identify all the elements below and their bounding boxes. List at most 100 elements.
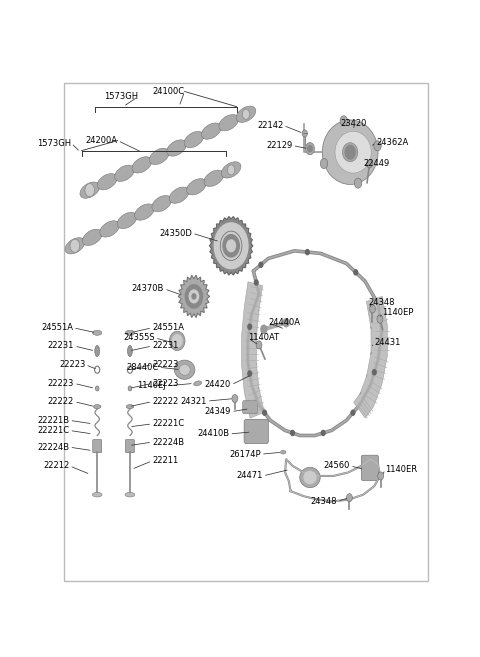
Text: 24551A: 24551A xyxy=(41,323,73,332)
Text: 22231: 22231 xyxy=(152,342,179,350)
Text: 22223: 22223 xyxy=(48,379,74,388)
Ellipse shape xyxy=(169,331,185,350)
Text: 24348: 24348 xyxy=(311,497,337,506)
Text: 24410B: 24410B xyxy=(197,430,229,438)
Circle shape xyxy=(256,341,262,349)
Circle shape xyxy=(347,493,352,502)
Text: 1573GH: 1573GH xyxy=(104,92,138,101)
Ellipse shape xyxy=(187,179,206,195)
Polygon shape xyxy=(210,217,252,275)
Text: 22224B: 22224B xyxy=(152,438,184,447)
Circle shape xyxy=(320,158,328,169)
Circle shape xyxy=(185,284,203,308)
Text: 24200A: 24200A xyxy=(85,136,118,145)
Ellipse shape xyxy=(343,143,358,162)
Circle shape xyxy=(306,143,314,155)
Text: 24100C: 24100C xyxy=(153,87,185,96)
Circle shape xyxy=(367,160,372,168)
Circle shape xyxy=(228,165,235,175)
FancyBboxPatch shape xyxy=(93,440,102,453)
Ellipse shape xyxy=(97,173,117,190)
Ellipse shape xyxy=(65,238,84,254)
Circle shape xyxy=(372,370,376,374)
Text: 22224B: 22224B xyxy=(37,443,69,451)
Ellipse shape xyxy=(125,492,135,497)
Ellipse shape xyxy=(100,221,120,237)
Ellipse shape xyxy=(300,467,320,487)
FancyBboxPatch shape xyxy=(243,401,258,414)
Ellipse shape xyxy=(132,156,152,173)
Text: 22221B: 22221B xyxy=(37,416,69,425)
Ellipse shape xyxy=(184,131,204,148)
Text: 24321: 24321 xyxy=(180,397,207,405)
Text: 22142: 22142 xyxy=(257,121,283,130)
Ellipse shape xyxy=(172,335,182,347)
Circle shape xyxy=(374,141,381,151)
Ellipse shape xyxy=(115,165,134,181)
Text: 24350D: 24350D xyxy=(159,229,192,238)
Ellipse shape xyxy=(179,364,190,375)
Circle shape xyxy=(340,116,348,126)
FancyBboxPatch shape xyxy=(125,440,134,453)
Circle shape xyxy=(370,305,375,313)
Circle shape xyxy=(70,239,80,252)
Circle shape xyxy=(305,250,309,255)
Text: 1140EJ: 1140EJ xyxy=(137,382,166,390)
Ellipse shape xyxy=(335,131,371,173)
Ellipse shape xyxy=(280,451,286,454)
Circle shape xyxy=(351,410,355,415)
Ellipse shape xyxy=(236,106,256,122)
Circle shape xyxy=(85,183,95,196)
Text: 22211: 22211 xyxy=(152,457,179,465)
Ellipse shape xyxy=(93,330,102,335)
Circle shape xyxy=(248,371,252,376)
Text: 1573GH: 1573GH xyxy=(37,139,71,148)
Text: 22449: 22449 xyxy=(363,160,389,168)
Ellipse shape xyxy=(125,330,134,335)
Polygon shape xyxy=(354,296,387,418)
Circle shape xyxy=(263,410,266,415)
Text: 22222: 22222 xyxy=(48,397,74,406)
Text: 22222: 22222 xyxy=(152,397,179,406)
FancyBboxPatch shape xyxy=(244,419,268,443)
Text: 24348: 24348 xyxy=(369,298,395,307)
Circle shape xyxy=(248,324,252,329)
Circle shape xyxy=(242,109,250,120)
Circle shape xyxy=(254,280,258,285)
Text: 22129: 22129 xyxy=(266,141,292,150)
Circle shape xyxy=(283,319,289,327)
Circle shape xyxy=(377,315,383,323)
Ellipse shape xyxy=(152,196,171,212)
FancyBboxPatch shape xyxy=(361,455,378,480)
Circle shape xyxy=(345,145,355,159)
Circle shape xyxy=(321,430,325,436)
Text: 24560: 24560 xyxy=(324,461,350,470)
Ellipse shape xyxy=(92,492,102,497)
Circle shape xyxy=(189,290,199,303)
Circle shape xyxy=(259,262,263,267)
Circle shape xyxy=(128,386,132,391)
Text: 22221C: 22221C xyxy=(152,419,184,428)
Text: 22223: 22223 xyxy=(152,360,179,369)
Ellipse shape xyxy=(174,360,195,379)
Ellipse shape xyxy=(219,114,239,131)
Text: 24362A: 24362A xyxy=(376,137,408,147)
Ellipse shape xyxy=(134,204,154,220)
Ellipse shape xyxy=(322,120,378,185)
Circle shape xyxy=(96,386,99,391)
Ellipse shape xyxy=(95,346,100,357)
Circle shape xyxy=(261,325,267,333)
Ellipse shape xyxy=(204,170,224,187)
Text: 22223: 22223 xyxy=(59,360,85,369)
Circle shape xyxy=(308,146,312,152)
Circle shape xyxy=(192,294,196,299)
Polygon shape xyxy=(178,275,210,317)
Text: 24431: 24431 xyxy=(374,338,401,348)
Ellipse shape xyxy=(126,405,133,409)
Polygon shape xyxy=(241,282,264,418)
Ellipse shape xyxy=(202,123,221,139)
Ellipse shape xyxy=(83,229,102,246)
Text: 1140AT: 1140AT xyxy=(248,333,279,342)
Text: 24471: 24471 xyxy=(236,472,263,480)
Ellipse shape xyxy=(304,472,316,484)
